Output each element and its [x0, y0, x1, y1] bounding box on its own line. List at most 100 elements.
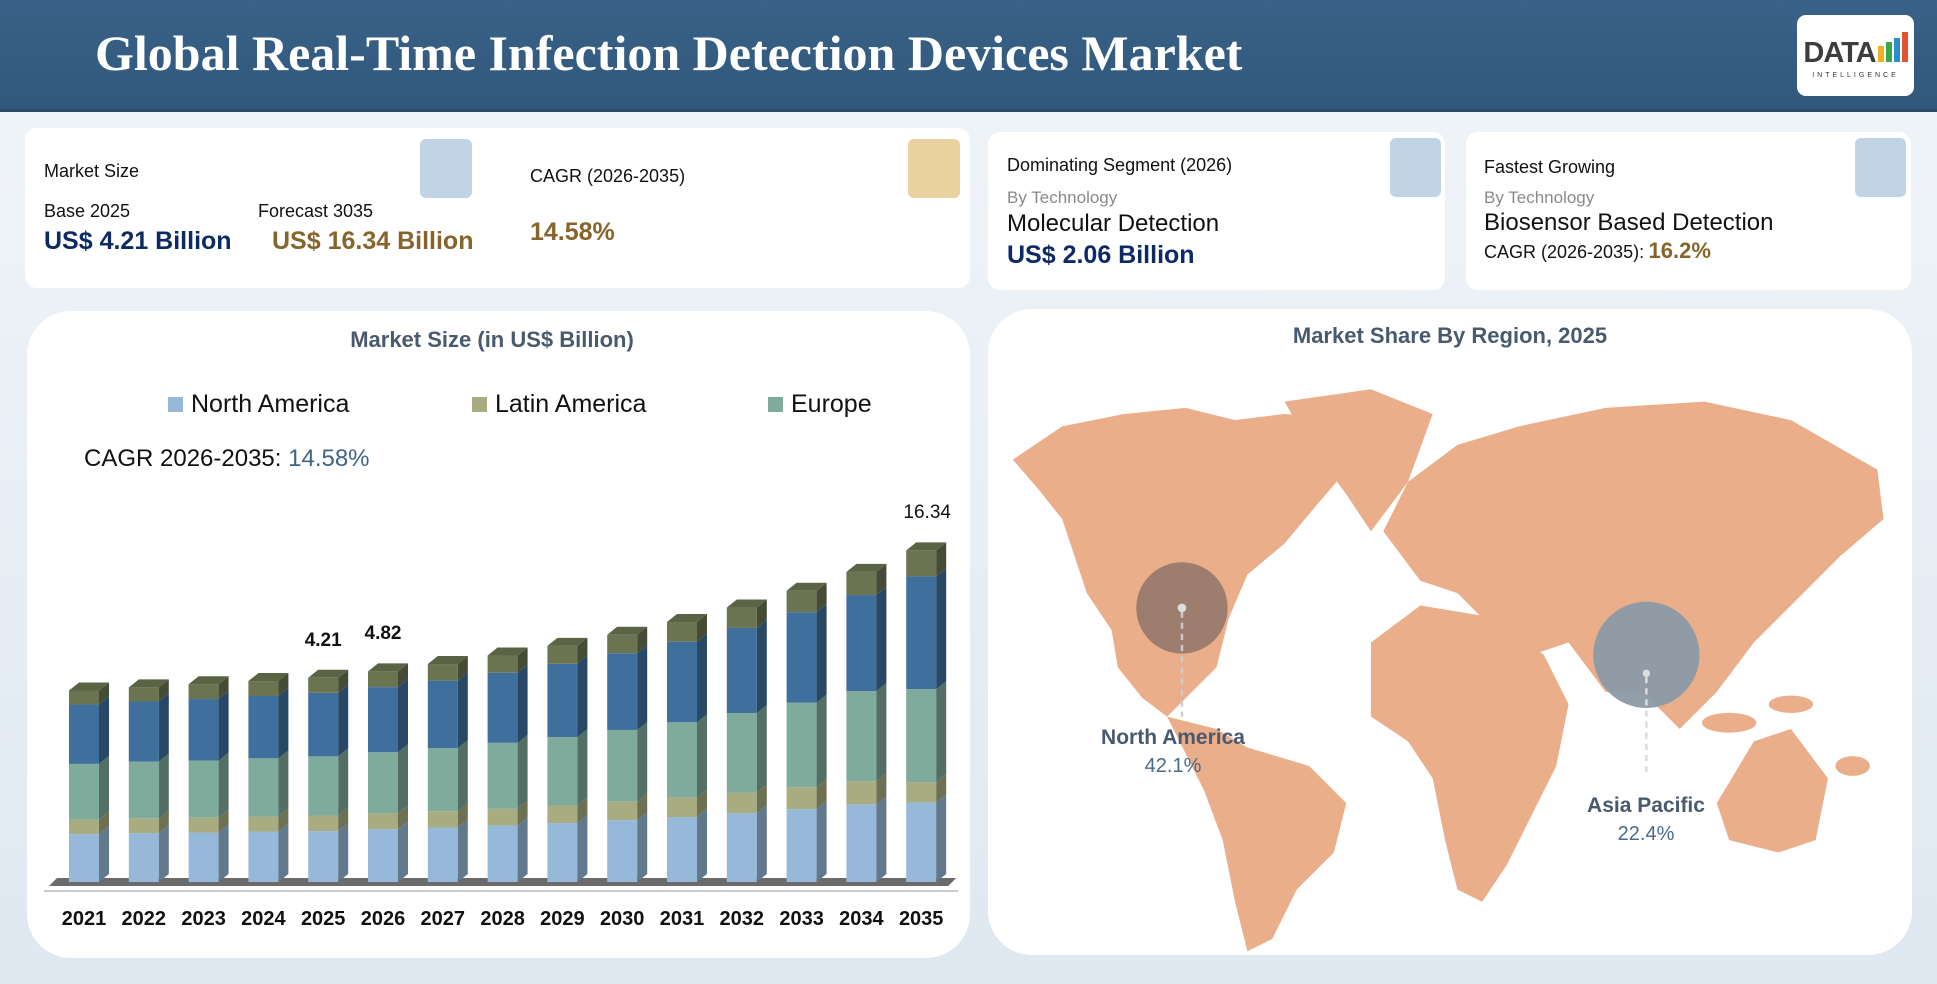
bar-2034-europe: [846, 691, 877, 782]
bar-side: [517, 647, 528, 673]
bar-side: [637, 626, 648, 654]
bar-side: [876, 683, 887, 782]
bar-2031-segment-4: [667, 641, 697, 723]
fastest-by: By Technology: [1484, 188, 1595, 207]
bar-2026-north-america: [368, 829, 398, 882]
bar-2027-segment-4: [427, 680, 458, 749]
x-tick-label: 2031: [659, 908, 705, 930]
bar-side: [756, 705, 767, 793]
bar-2030-europe: [607, 729, 638, 802]
bar-top: [547, 637, 588, 646]
bar-side: [457, 656, 468, 681]
bar-2021-north-america: [69, 834, 99, 882]
asia-pacific-bubble: [1593, 601, 1700, 708]
bar-2032-segment-4: [726, 627, 757, 714]
x-tick-label: 2024: [241, 908, 286, 930]
bar-side: [816, 694, 827, 788]
bar-side: [338, 807, 349, 832]
cagr-label: CAGR (2026-2035): [530, 166, 686, 186]
bar-side: [398, 821, 408, 882]
bar-side: [398, 679, 408, 753]
bar-2033-north-america: [786, 809, 817, 882]
bar-top: [786, 582, 827, 591]
bar-2032-europe: [726, 713, 757, 793]
bar-side: [697, 633, 707, 723]
fastest-segment: Biosensor Based Detection: [1484, 209, 1774, 236]
bar-side: [158, 679, 169, 702]
bar-side: [577, 637, 588, 664]
bar-top: [427, 656, 468, 665]
fastest-icon: [1855, 138, 1906, 197]
legend-latin-america: Latin America: [472, 390, 646, 419]
world-map: [1012, 389, 1884, 952]
market-size-label: Market Size: [44, 161, 140, 181]
bar-side: [278, 823, 289, 882]
bar-2032-segment-5: [726, 607, 757, 628]
bar-side: [338, 748, 349, 816]
north-america-shape: [1012, 407, 1353, 717]
greenland-shape: [1284, 389, 1433, 532]
bar-2029-segment-4: [547, 663, 578, 738]
bar-2030-segment-5: [607, 634, 638, 654]
bar-2027-latin-america: [427, 811, 458, 828]
bar-top: [726, 599, 767, 608]
bar-side: [697, 614, 707, 642]
bar-top: [846, 563, 887, 572]
bar-2025-latin-america: [308, 815, 339, 832]
bar-side: [99, 682, 109, 705]
bar-side: [278, 687, 289, 759]
bar-2035-latin-america: [906, 782, 937, 803]
dominating-segment: Molecular Detection: [1007, 210, 1220, 237]
bar-2025-north-america: [308, 831, 339, 882]
north-america-label: North America: [1101, 726, 1245, 749]
bar-2033-segment-4: [786, 612, 817, 703]
bar-top: [368, 663, 408, 672]
bar-side: [278, 808, 289, 832]
bar-2023-europe: [188, 760, 219, 818]
bar-2026-segment-4: [368, 687, 398, 753]
bar-top: [248, 673, 289, 682]
bar-2031-segment-5: [667, 622, 697, 642]
bar-2023-latin-america: [188, 817, 219, 833]
bar-side: [577, 655, 588, 738]
bar-side: [637, 793, 648, 821]
bar-top: [906, 542, 947, 551]
x-tick-label: 2034: [839, 908, 884, 930]
bar-2031-latin-america: [667, 797, 697, 818]
cagr-icon: [908, 139, 960, 198]
bar-side: [218, 752, 229, 818]
eurasia-shape: [1383, 401, 1884, 729]
dominating-icon: [1390, 138, 1441, 197]
bar-side: [697, 714, 707, 798]
x-tick-label: 2026: [360, 908, 406, 930]
header-banner: Global Real-Time Infection Detection Dev…: [0, 0, 1937, 112]
bar-2029-europe: [547, 737, 578, 806]
bar-2023-segment-4: [188, 699, 219, 761]
bar-side: [697, 789, 707, 818]
bar-2028-segment-5: [487, 655, 518, 673]
forecast-value: US$ 16.34 Billion: [272, 227, 474, 255]
bar-2030-segment-4: [607, 653, 638, 730]
chart-cagr: CAGR 2026-2035: 14.58%: [84, 445, 370, 472]
bar-2022-segment-5: [128, 687, 159, 702]
bar-2021-segment-4: [69, 704, 99, 764]
x-tick-label: 2030: [599, 908, 645, 930]
bar-side: [577, 729, 588, 806]
bar-2032-north-america: [726, 813, 757, 882]
bar-2024-north-america: [248, 831, 279, 882]
bar-2022-europe: [128, 761, 159, 819]
fastest-label: Fastest Growing: [1484, 157, 1616, 177]
bar-2035-segment-5: [906, 550, 937, 577]
bar-side: [99, 755, 109, 820]
bar-side: [816, 582, 827, 613]
bar-2023-segment-5: [188, 684, 219, 700]
legend-europe: Europe: [768, 390, 872, 419]
bar-side: [158, 753, 169, 819]
bar-2027-north-america: [427, 827, 458, 882]
bar-2027-europe: [427, 748, 458, 812]
bar-2034-segment-4: [846, 595, 877, 692]
x-tick-label: 2025: [300, 908, 346, 930]
dominating-segment-card: [988, 132, 1445, 290]
bar-side: [876, 563, 887, 596]
bar-side: [756, 784, 767, 814]
